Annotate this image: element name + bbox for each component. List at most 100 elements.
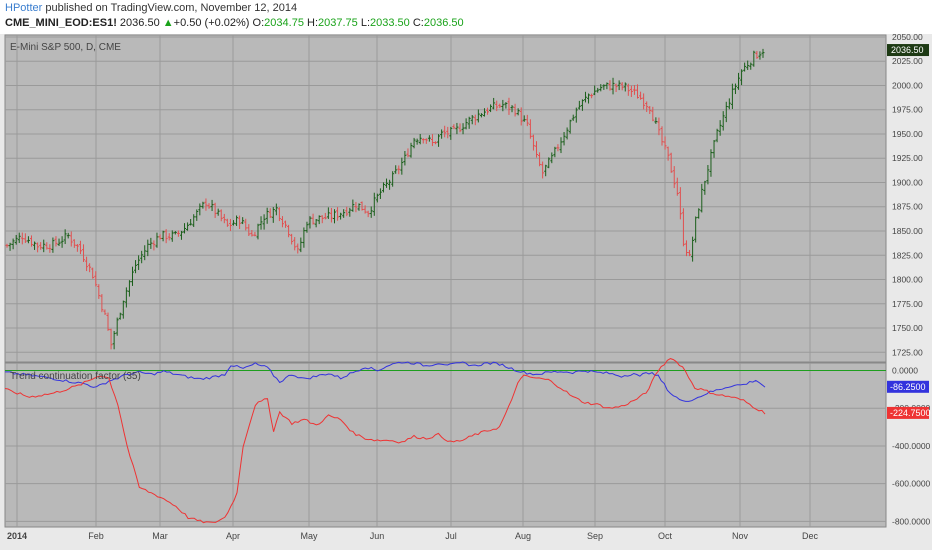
ohlc-bar bbox=[571, 114, 575, 121]
ohlc-bar bbox=[42, 239, 46, 253]
tcf-negative-badge bbox=[887, 406, 929, 419]
ohlc-bar bbox=[583, 91, 587, 103]
ohlc-bar bbox=[562, 131, 566, 146]
ohlc-bar bbox=[60, 236, 64, 248]
ohlc-bar bbox=[54, 236, 58, 247]
ohlc-bar bbox=[715, 128, 719, 143]
ohlc-bar bbox=[296, 243, 300, 254]
price-tick-label: 2000.00 bbox=[892, 80, 923, 90]
ohlc-bar bbox=[706, 165, 710, 185]
ohlc-bar bbox=[596, 87, 600, 93]
date-tick-label: Aug bbox=[515, 531, 531, 541]
ohlc-bar bbox=[241, 217, 245, 225]
ohlc-bar bbox=[541, 161, 545, 179]
chart-canvas[interactable]: 1725.00 1750.00 1775.00 1800.00 1825.00 1850.… bbox=[0, 34, 932, 550]
date-tick-label: 2014 bbox=[7, 531, 27, 541]
ohlc-bar bbox=[137, 255, 141, 270]
ohlc-bar bbox=[657, 117, 661, 136]
price-pane-title: E-Mini S&P 500, D, CME bbox=[10, 42, 121, 53]
ohlc-bar bbox=[587, 93, 591, 104]
ohlc-bar bbox=[11, 238, 15, 250]
ohlc-bar bbox=[274, 203, 278, 216]
ohlc-bar bbox=[75, 243, 79, 252]
ohlc-bar bbox=[290, 233, 294, 245]
ohlc-bar bbox=[501, 99, 505, 112]
close-value: 2036.50 bbox=[423, 17, 464, 29]
ohlc-bar bbox=[437, 134, 441, 147]
ohlc-bar bbox=[146, 239, 150, 257]
ohlc-bar bbox=[323, 212, 327, 220]
ohlc-bar bbox=[412, 137, 416, 149]
ohlc-bar bbox=[97, 284, 101, 299]
ohlc-bar bbox=[580, 99, 584, 111]
ohlc-bar bbox=[345, 206, 349, 217]
ohlc-bar bbox=[535, 141, 539, 158]
ohlc-bar bbox=[155, 232, 159, 248]
ohlc-bar bbox=[134, 260, 138, 274]
tcf-negative-badge-label: -224.7500 bbox=[890, 408, 931, 418]
ohlc-bar bbox=[449, 126, 453, 140]
price-tick-label: 1800.00 bbox=[892, 275, 923, 285]
ohlc-bar bbox=[691, 236, 695, 262]
ohlc-bar bbox=[504, 102, 508, 109]
ohlc-bar bbox=[614, 83, 618, 92]
ohlc-bar bbox=[730, 83, 734, 110]
ohlc-bar bbox=[394, 165, 398, 174]
ohlc-bar bbox=[611, 77, 615, 95]
indicator-tick-label: 0.0000 bbox=[892, 366, 918, 376]
ohlc-bar bbox=[314, 219, 318, 228]
time-axis[interactable]: 2014 Feb Mar Apr May Jun Jul Aug Sep Oct Nov Dec bbox=[7, 531, 819, 541]
ohlc-bar bbox=[605, 82, 609, 90]
price-tick-label: 1775.00 bbox=[892, 299, 923, 309]
ohlc-bar bbox=[688, 249, 692, 257]
indicator-axis[interactable]: 0.0000-200.0000-400.0000-600.0000-800.00… bbox=[887, 366, 931, 527]
ohlc-bar bbox=[179, 230, 183, 240]
ohlc-bar bbox=[317, 215, 321, 225]
ohlc-bar bbox=[761, 48, 765, 58]
ohlc-bar bbox=[709, 149, 713, 177]
ohlc-bar bbox=[556, 144, 560, 152]
ohlc-bar bbox=[724, 101, 728, 123]
ohlc-bar bbox=[51, 237, 55, 253]
ohlc-bar bbox=[697, 208, 701, 219]
high-value: 2037.75 bbox=[318, 17, 358, 29]
ohlc-bar bbox=[446, 126, 450, 139]
ohlc-bar bbox=[430, 134, 434, 147]
ohlc-bar bbox=[632, 85, 636, 95]
ohlc-bar bbox=[299, 237, 303, 253]
ohlc-bar bbox=[204, 198, 208, 211]
ohlc-bar bbox=[259, 216, 263, 230]
ohlc-bar bbox=[14, 234, 18, 245]
ohlc-bar bbox=[718, 120, 722, 136]
ohlc-bar bbox=[170, 230, 174, 242]
ohlc-bar bbox=[29, 235, 33, 247]
ohlc-bar bbox=[743, 62, 747, 72]
ohlc-bar bbox=[626, 83, 630, 96]
indicator-pane-title: Trend continuation factor (35) bbox=[10, 371, 141, 382]
ohlc-bar bbox=[115, 317, 119, 336]
ohlc-bar bbox=[339, 212, 343, 220]
ohlc-bar bbox=[403, 151, 407, 166]
ohlc-bar bbox=[684, 240, 688, 257]
ohlc-bar bbox=[489, 104, 493, 113]
indicator-pane[interactable] bbox=[4, 362, 887, 528]
ohlc-bar bbox=[235, 215, 239, 226]
ohlc-bar bbox=[608, 80, 612, 91]
ohlc-bar bbox=[109, 328, 113, 350]
price-pane[interactable] bbox=[4, 34, 887, 363]
ohlc-bar bbox=[20, 232, 24, 245]
ohlc-bar bbox=[118, 312, 122, 320]
ohlc-bar bbox=[231, 220, 235, 226]
indicator-tick-label: -400.0000 bbox=[892, 441, 931, 451]
price-tick-label: 1950.00 bbox=[892, 129, 923, 139]
ohlc-bar bbox=[152, 240, 156, 251]
ohlc-bar bbox=[599, 84, 603, 92]
ohlc-bar bbox=[440, 129, 444, 139]
ohlc-bar bbox=[88, 263, 92, 273]
author-link[interactable]: HPotter bbox=[5, 2, 43, 14]
price-tick-label: 1925.00 bbox=[892, 153, 923, 163]
ohlc-bar bbox=[636, 84, 640, 99]
ohlc-bar bbox=[82, 244, 86, 263]
ohlc-bar bbox=[547, 157, 551, 169]
price-axis[interactable]: 1725.00 1750.00 1775.00 1800.00 1825.00 1850.… bbox=[887, 34, 929, 357]
